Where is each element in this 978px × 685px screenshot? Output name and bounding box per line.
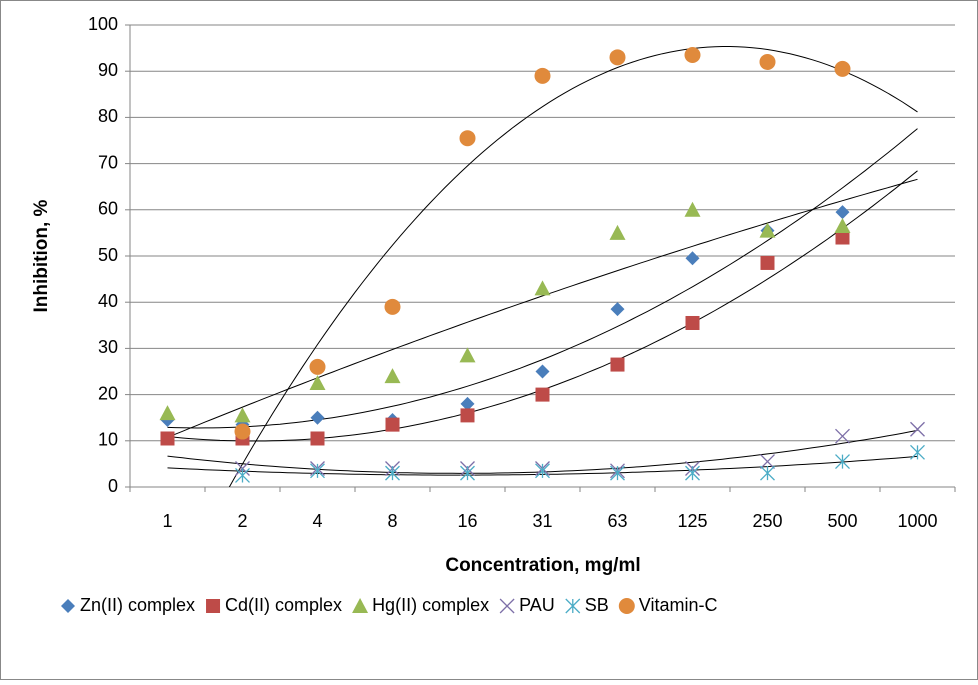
y-tick-label: 80: [98, 106, 118, 126]
marker: [385, 417, 400, 432]
y-axis-title: Inhibition, %: [31, 199, 52, 312]
marker: [834, 217, 851, 233]
marker: [609, 49, 626, 66]
marker: [310, 410, 325, 425]
marker: [610, 302, 625, 317]
marker: [309, 358, 326, 375]
x-tick-label: 1: [162, 511, 172, 531]
marker: [685, 315, 700, 330]
marker: [609, 224, 626, 240]
legend-marker: [61, 599, 75, 613]
legend-marker: [352, 598, 369, 613]
x-axis-title: Concentration, mg/ml: [445, 555, 640, 576]
marker: [459, 130, 476, 147]
y-tick-label: 40: [98, 291, 118, 311]
marker: [160, 431, 175, 446]
marker: [234, 423, 251, 440]
marker: [610, 357, 625, 372]
marker: [235, 467, 250, 483]
x-tick-label: 4: [312, 511, 322, 531]
marker: [910, 444, 925, 460]
legend-label: Zn(II) complex: [80, 595, 195, 615]
marker: [534, 280, 551, 296]
legend-marker: [206, 599, 221, 613]
y-tick-label: 70: [98, 152, 118, 172]
marker: [835, 454, 850, 470]
marker: [685, 465, 700, 481]
marker: [535, 463, 550, 479]
x-tick-label: 250: [752, 511, 782, 531]
marker: [835, 230, 850, 245]
y-tick-label: 30: [98, 337, 118, 357]
marker: [385, 465, 400, 481]
marker: [310, 431, 325, 446]
legend-marker: [618, 598, 635, 614]
legend-marker: [499, 598, 515, 614]
marker: [760, 454, 775, 470]
legend-label: Vitamin-C: [639, 595, 718, 615]
x-tick-label: 63: [607, 511, 627, 531]
marker: [685, 251, 700, 266]
x-tick-label: 1000: [897, 511, 937, 531]
marker: [459, 347, 476, 363]
marker: [309, 375, 326, 391]
y-tick-label: 100: [88, 14, 118, 34]
y-tick-label: 60: [98, 199, 118, 219]
legend-label: PAU: [519, 595, 555, 615]
marker: [460, 396, 475, 411]
marker: [460, 465, 475, 481]
marker: [234, 407, 251, 423]
x-tick-label: 8: [387, 511, 397, 531]
marker: [460, 408, 475, 423]
marker: [535, 364, 550, 379]
y-tick-label: 0: [108, 476, 118, 496]
y-tick-label: 20: [98, 383, 118, 403]
marker: [835, 428, 850, 444]
marker: [910, 421, 925, 437]
marker: [834, 60, 851, 77]
marker: [534, 67, 551, 84]
trendline: [228, 46, 918, 487]
marker: [684, 47, 701, 64]
marker: [384, 368, 401, 384]
marker: [684, 201, 701, 217]
trendline: [167, 128, 918, 429]
marker: [384, 298, 401, 315]
y-tick-label: 10: [98, 430, 118, 450]
x-tick-label: 125: [677, 511, 707, 531]
x-tick-label: 31: [532, 511, 552, 531]
legend-label: Cd(II) complex: [225, 595, 342, 615]
marker: [760, 465, 775, 481]
marker: [610, 465, 625, 481]
marker: [759, 222, 776, 238]
x-tick-label: 2: [237, 511, 247, 531]
marker: [760, 255, 775, 270]
marker: [159, 405, 176, 421]
marker: [310, 463, 325, 479]
y-tick-label: 50: [98, 245, 118, 265]
x-tick-label: 16: [457, 511, 477, 531]
marker: [759, 53, 776, 70]
legend-label: Hg(II) complex: [372, 595, 489, 615]
marker: [835, 205, 850, 220]
trendline: [167, 178, 918, 438]
legend-marker: [565, 598, 581, 614]
marker: [535, 387, 550, 402]
x-tick-label: 500: [827, 511, 857, 531]
legend-label: SB: [585, 595, 609, 615]
y-tick-label: 90: [98, 60, 118, 80]
